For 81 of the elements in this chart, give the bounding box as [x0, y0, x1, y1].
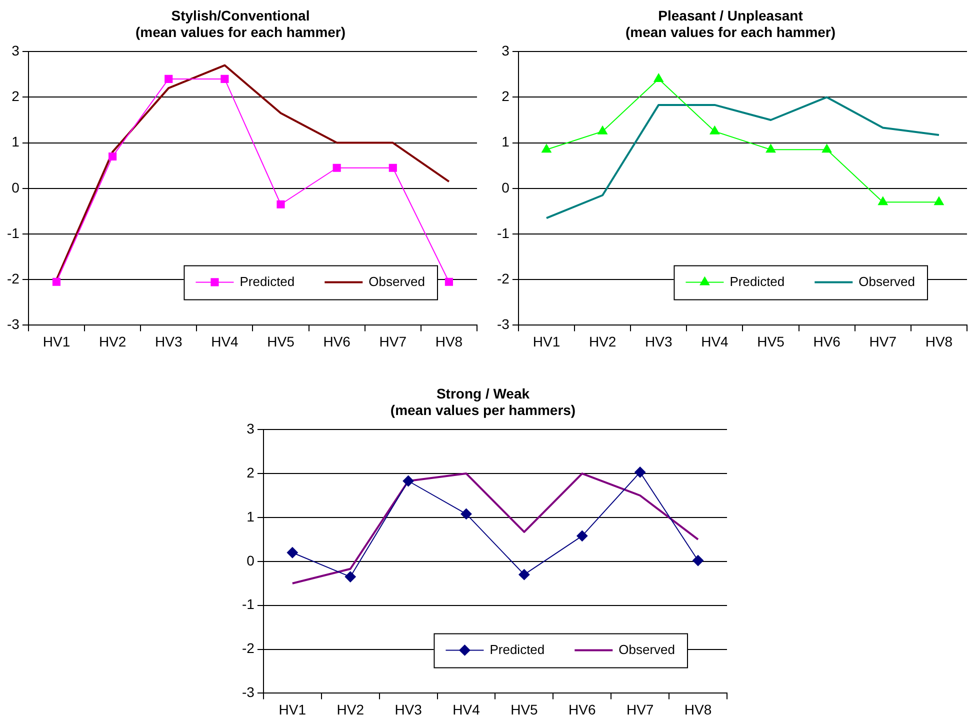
x-tick-label: HV1 — [532, 333, 560, 350]
y-tick-label: 0 — [246, 552, 255, 568]
x-tick-label: HV4 — [452, 701, 480, 718]
legend-label: Predicted — [730, 274, 785, 289]
legend-label: Predicted — [240, 274, 295, 289]
point — [878, 196, 888, 206]
x-tick-label: HV2 — [336, 701, 364, 718]
point — [766, 144, 776, 153]
y-tick-label: 1 — [246, 508, 255, 524]
point — [634, 466, 646, 478]
y-tick-label: -1 — [6, 224, 20, 241]
y-tick-label: 3 — [502, 42, 510, 58]
x-tick-label: HV8 — [684, 701, 712, 718]
chart-title: Pleasant / Unpleasant — [658, 7, 804, 24]
legend-label: Predicted — [490, 642, 545, 657]
point — [286, 547, 298, 558]
x-tick-label: HV2 — [98, 333, 126, 350]
point — [460, 508, 472, 520]
x-tick-label: HV6 — [813, 333, 841, 350]
y-tick-label: 0 — [12, 179, 20, 196]
y-tick-label: 2 — [502, 88, 510, 104]
point — [542, 144, 552, 153]
point — [52, 278, 61, 286]
point — [934, 196, 944, 206]
y-tick-label: -1 — [496, 224, 510, 241]
y-tick-label: -2 — [6, 270, 20, 286]
point — [444, 278, 453, 286]
point — [576, 530, 588, 542]
point — [518, 569, 530, 580]
point — [402, 476, 414, 486]
x-tick-label: HV5 — [267, 333, 295, 350]
point — [692, 555, 704, 566]
x-tick-label: HV4 — [701, 333, 729, 350]
y-tick-label: 3 — [12, 42, 20, 58]
x-tick-label: HV5 — [757, 333, 785, 350]
x-tick-label: HV8 — [925, 333, 953, 350]
point — [332, 164, 341, 172]
point — [164, 74, 173, 83]
point — [710, 126, 720, 134]
chart-subtitle: (mean values for each hammer) — [135, 24, 346, 40]
point — [822, 144, 832, 153]
x-tick-label: HV1 — [278, 701, 306, 718]
chart-title: Strong / Weak — [436, 385, 530, 402]
y-tick-label: -1 — [242, 596, 255, 612]
x-tick-label: HV7 — [379, 333, 407, 350]
y-tick-label: 0 — [502, 179, 510, 196]
y-tick-label: 2 — [246, 464, 255, 480]
point — [344, 571, 356, 582]
x-tick-label: HV7 — [626, 701, 654, 718]
point — [654, 73, 664, 82]
chart-title: Stylish/Conventional — [171, 7, 310, 24]
y-tick-label: -2 — [242, 640, 255, 656]
x-tick-label: HV1 — [42, 333, 70, 350]
y-tick-label: 3 — [246, 420, 255, 436]
y-tick-label: -2 — [496, 270, 510, 286]
y-tick-label: -3 — [496, 316, 510, 332]
x-tick-label: HV3 — [394, 701, 422, 718]
legend-label: Observed — [858, 274, 916, 289]
x-tick-label: HV7 — [869, 333, 897, 350]
x-tick-label: HV3 — [645, 333, 672, 350]
x-tick-label: HV8 — [435, 333, 463, 350]
x-tick-label: HV2 — [588, 333, 616, 350]
y-tick-label: 1 — [502, 134, 510, 150]
chart-subtitle: (mean values for each hammer) — [625, 24, 836, 40]
legend-label: Observed — [618, 642, 676, 657]
y-tick-label: 2 — [12, 88, 20, 104]
point — [598, 126, 608, 134]
x-tick-label: HV6 — [568, 701, 596, 718]
y-tick-label: 1 — [12, 134, 20, 150]
point — [388, 164, 397, 172]
x-tick-label: HV3 — [155, 333, 182, 350]
point — [108, 152, 117, 161]
point — [220, 74, 229, 83]
x-tick-label: HV4 — [211, 333, 239, 350]
y-tick-label: -3 — [6, 316, 20, 332]
x-tick-label: HV5 — [510, 701, 538, 718]
chart-subtitle: (mean values per hammers) — [390, 402, 576, 418]
y-tick-label: -3 — [242, 684, 255, 700]
legend-label: Observed — [368, 274, 426, 289]
x-tick-label: HV6 — [323, 333, 351, 350]
point — [276, 200, 285, 208]
